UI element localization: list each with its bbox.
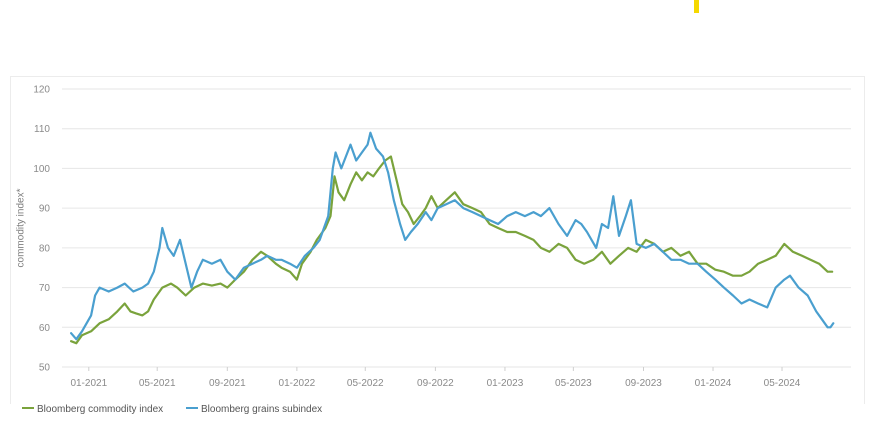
legend-label-grains: Bloomberg grains subindex [201, 404, 323, 415]
legend-swatch-commodity [22, 407, 34, 410]
y-tick-label-60: 60 [39, 323, 51, 334]
x-tick-label-0: 01-2021 [70, 378, 107, 389]
x-tick-label-3: 01-2022 [279, 378, 316, 389]
x-tick-label-2: 09-2021 [209, 378, 246, 389]
x-tick-label-6: 01-2023 [487, 378, 524, 389]
x-tick-label-9: 01-2024 [695, 378, 732, 389]
x-tick-label-4: 05-2022 [347, 378, 384, 389]
legend-item-grains: Bloomberg grains subindex [186, 404, 322, 415]
y-tick-label-70: 70 [39, 283, 51, 294]
x-tick-label-8: 09-2023 [625, 378, 662, 389]
series-line-0 [69, 155, 834, 345]
series-line-1 [69, 131, 835, 341]
legend-swatch-grains [186, 407, 198, 410]
x-tick-label-1: 05-2021 [139, 378, 176, 389]
x-tick-label-10: 05-2024 [764, 378, 801, 389]
y-tick-label-50: 50 [39, 363, 51, 374]
x-tick-label-5: 09-2022 [417, 378, 454, 389]
legend-item-commodity: Bloomberg commodity index [22, 404, 163, 415]
accent-mark [694, 0, 699, 13]
y-tick-label-110: 110 [34, 124, 50, 135]
y-tick-label-120: 120 [33, 85, 50, 96]
legend-label-commodity: Bloomberg commodity index [37, 404, 164, 415]
y-tick-label-100: 100 [33, 164, 50, 175]
x-tick-label-7: 05-2023 [555, 378, 592, 389]
plot-frame [10, 76, 865, 404]
y-tick-label-90: 90 [39, 204, 51, 215]
y-tick-label-80: 80 [39, 243, 51, 254]
y-axis-label: commodity index* [15, 188, 27, 268]
